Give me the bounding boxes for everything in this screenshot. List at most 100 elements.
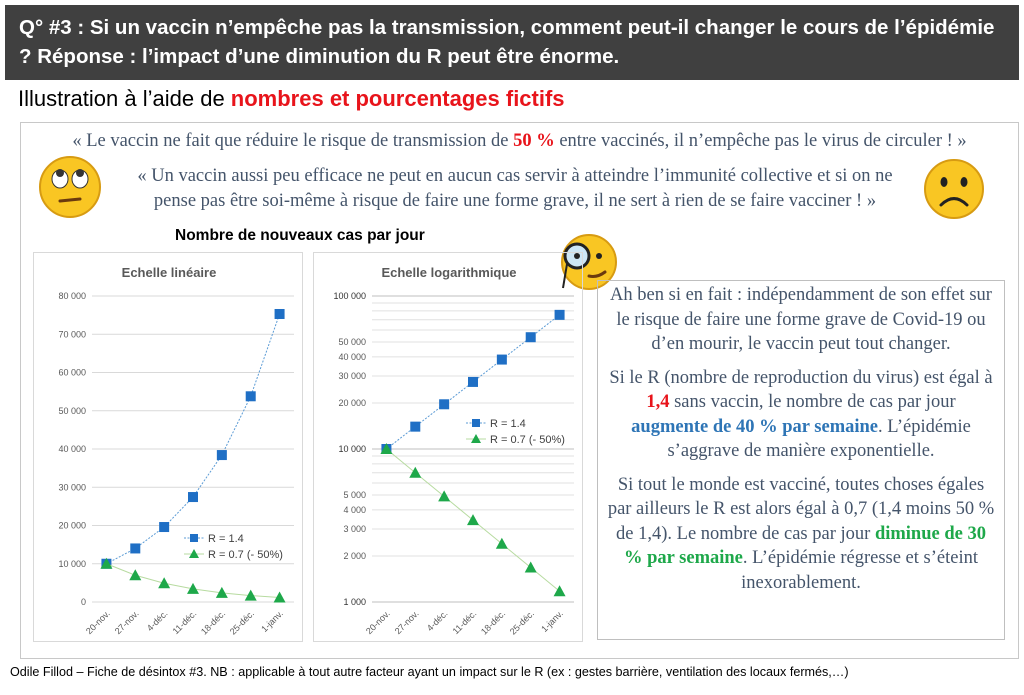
log-chart-svg: Echelle logarithmique 1 000 2 000 3 000 4 00… (333, 265, 574, 637)
x-tick-label: 1-janv. (259, 608, 285, 634)
answer-text: sans vaccin, le nombre de cas par jour (669, 392, 956, 412)
data-point-triangle (495, 537, 508, 549)
legend-label: R = 1.4 (208, 533, 244, 545)
data-point-triangle (215, 586, 228, 598)
x-tick-label: 18-déc. (199, 608, 227, 636)
subtitle: Illustration à l’aide de nombres et pour… (18, 86, 565, 112)
x-tick-label: 1-janv. (539, 608, 565, 634)
answer-text: Si tout le monde est vacciné, toutes cho… (607, 474, 995, 544)
data-point-triangle (100, 557, 113, 569)
y-tick-label: 3 000 (343, 524, 366, 534)
legend-label: R = 0.7 (- 50%) (208, 549, 283, 561)
data-point-triangle (467, 514, 479, 526)
monocle-emoji-icon (561, 234, 617, 290)
data-point-square (159, 522, 170, 533)
x-tick-label: 25-déc. (228, 608, 256, 636)
data-point-triangle (524, 561, 537, 573)
data-point-triangle (129, 569, 142, 581)
y-tick-label: 60 000 (58, 368, 86, 378)
y-tick-label: 40 000 (58, 444, 86, 454)
data-point-triangle (553, 585, 566, 597)
legend-marker-square (190, 534, 198, 542)
answer-paragraph-2: Si le R (nombre de reproduction du virus… (606, 366, 996, 464)
data-point-square (554, 309, 565, 320)
legend-label: R = 1.4 (490, 418, 526, 430)
data-point-triangle (409, 466, 422, 478)
legend-marker-triangle (471, 434, 481, 443)
y-tick-label: 20 000 (338, 398, 366, 408)
charts-heading: Nombre de nouveaux cas par jour (175, 227, 425, 244)
y-tick-label: 2 000 (343, 551, 366, 561)
legend-marker-square (472, 419, 480, 427)
series-line (106, 313, 281, 565)
y-tick-label: 20 000 (58, 521, 86, 531)
frowning-emoji-icon (924, 159, 984, 219)
data-point-square (468, 376, 478, 387)
quote-1-text: « Le vaccin ne fait que réduire le risqu… (72, 131, 514, 151)
quote-1-highlight: 50 % (513, 131, 555, 151)
legend-label: R = 0.7 (- 50%) (490, 434, 565, 446)
y-tick-label: 30 000 (58, 482, 86, 492)
x-tick-label: 11-déc. (451, 608, 479, 636)
data-point-square (525, 332, 536, 343)
data-point-square (439, 399, 450, 410)
data-point-square (245, 391, 256, 402)
data-point-square (130, 543, 141, 554)
x-tick-label: 4-déc. (425, 608, 450, 633)
x-tick-label: 11-déc. (171, 608, 199, 636)
log-chart: Echelle logarithmique 1 000 2 000 3 000 4 00… (313, 252, 583, 642)
data-point-square (188, 492, 198, 503)
data-point-triangle (273, 591, 286, 603)
quote-1-text-end: entre vaccinés, il n’empêche pas le viru… (554, 131, 967, 151)
answer-text: . L’épidémie s’aggrave de manière expone… (667, 416, 971, 462)
y-tick-label: 30 000 (338, 371, 366, 381)
x-tick-label: 27-nov. (393, 608, 421, 636)
chart-title: Echelle linéaire (122, 265, 217, 280)
x-tick-label: 20-nov. (364, 608, 392, 636)
data-point-square (216, 450, 227, 461)
answer-decrease-highlight: diminue de 30 % par semaine (624, 523, 986, 569)
y-tick-label: 70 000 (58, 329, 86, 339)
main-panel (20, 122, 1019, 659)
data-point-triangle (244, 589, 257, 601)
y-tick-label: 10 000 (58, 559, 86, 569)
y-tick-label: 1 000 (343, 597, 366, 607)
y-tick-label: 4 000 (343, 505, 366, 515)
chart-title: Echelle logarithmique (381, 265, 516, 280)
answer-text: Si le R (nombre de reproduction du virus… (609, 367, 993, 388)
subtitle-highlight: nombres et pourcentages fictifs (230, 86, 565, 111)
x-tick-label: 4-déc. (145, 608, 170, 633)
y-tick-label: 0 (81, 597, 86, 607)
data-point-triangle (158, 577, 171, 589)
answer-r-value: 1,4 (646, 392, 670, 412)
eye-roll-emoji-icon (39, 156, 101, 218)
answer-increase-highlight: augmente de 40 % par semaine (631, 416, 878, 437)
y-tick-label: 40 000 (338, 352, 366, 362)
y-tick-label: 100 000 (333, 291, 366, 301)
quote-1: « Le vaccin ne fait que réduire le risqu… (20, 131, 1019, 152)
quote-2: « Un vaccin aussi peu efficace ne peut e… (137, 166, 893, 211)
x-tick-label: 20-nov. (84, 608, 112, 636)
x-tick-label: 18-déc. (479, 608, 507, 636)
linear-chart: Echelle linéaire 0 10 000 20 000 30 000 40 00… (33, 252, 303, 642)
subtitle-prefix: Illustration à l’aide de (18, 86, 231, 111)
data-point-square (496, 354, 507, 365)
y-tick-label: 5 000 (343, 490, 366, 500)
legend-marker-triangle (189, 549, 199, 558)
y-tick-label: 80 000 (58, 291, 86, 301)
y-tick-label: 50 000 (58, 406, 86, 416)
x-tick-label: 25-déc. (508, 608, 536, 636)
x-tick-label: 27-nov. (113, 608, 141, 636)
answer-paragraph-1: Ah ben si en fait : indépendamment de so… (610, 285, 992, 354)
page-title: Q° #3 : Si un vaccin n’empêche pas la tr… (5, 5, 1019, 80)
data-point-square (410, 421, 421, 432)
y-tick-label: 10 000 (338, 444, 366, 454)
footer-note: Odile Fillod – Fiche de désintox #3. NB … (10, 665, 849, 679)
answer-paragraph-3: Si tout le monde est vacciné, toutes cho… (606, 473, 996, 596)
data-point-triangle (187, 582, 199, 594)
data-point-triangle (380, 443, 393, 454)
y-tick-label: 50 000 (338, 337, 366, 347)
data-point-square (274, 308, 285, 319)
linear-chart-svg: Echelle linéaire 0 10 000 20 000 30 000 40 00… (58, 265, 294, 637)
answer-box: Ah ben si en fait : indépendamment de so… (597, 280, 1005, 640)
